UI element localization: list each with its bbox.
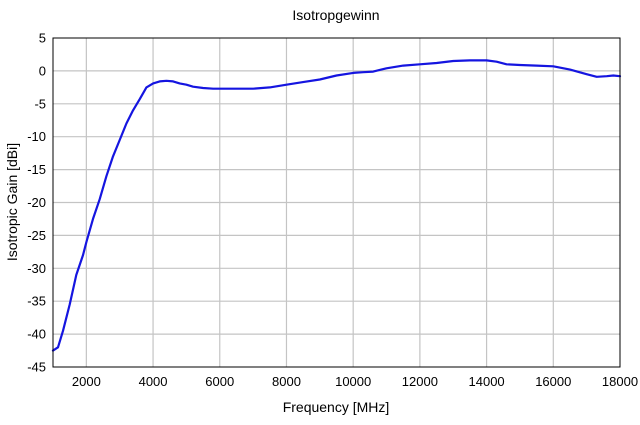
- y-tick-label: -25: [27, 228, 46, 243]
- x-axis-title: Frequency [MHz]: [283, 399, 390, 415]
- y-tick-label: -30: [27, 261, 46, 276]
- x-tick-label: 4000: [139, 374, 168, 389]
- y-tick-label: -10: [27, 129, 46, 144]
- y-axis-title: Isotropic Gain [dBi]: [4, 143, 20, 261]
- x-tick-label: 12000: [402, 374, 438, 389]
- y-tick-label: -35: [27, 294, 46, 309]
- x-tick-label: 18000: [602, 374, 638, 389]
- y-tick-label: 0: [39, 63, 46, 78]
- x-tick-label: 2000: [72, 374, 101, 389]
- x-tick-label: 10000: [335, 374, 371, 389]
- y-tick-label: -40: [27, 327, 46, 342]
- y-tick-label: -45: [27, 360, 46, 375]
- x-tick-label: 8000: [272, 374, 301, 389]
- x-tick-label: 6000: [205, 374, 234, 389]
- plot-frame: [52, 37, 621, 368]
- y-tick-label: -20: [27, 195, 46, 210]
- x-tick-label: 16000: [535, 374, 571, 389]
- chart-title: Isotropgewinn: [292, 7, 379, 23]
- y-tick-label: -5: [34, 96, 46, 111]
- series-line: [51, 59, 622, 352]
- series-layer: [51, 59, 622, 352]
- grid-layer: [53, 38, 620, 367]
- y-tick-label: 5: [39, 31, 46, 46]
- y-tick-label: -15: [27, 162, 46, 177]
- tick-labels-layer: 2000 4000 6000 8000 10000 12000 14000 16000 1800…: [27, 31, 638, 390]
- x-tick-label: 14000: [469, 374, 505, 389]
